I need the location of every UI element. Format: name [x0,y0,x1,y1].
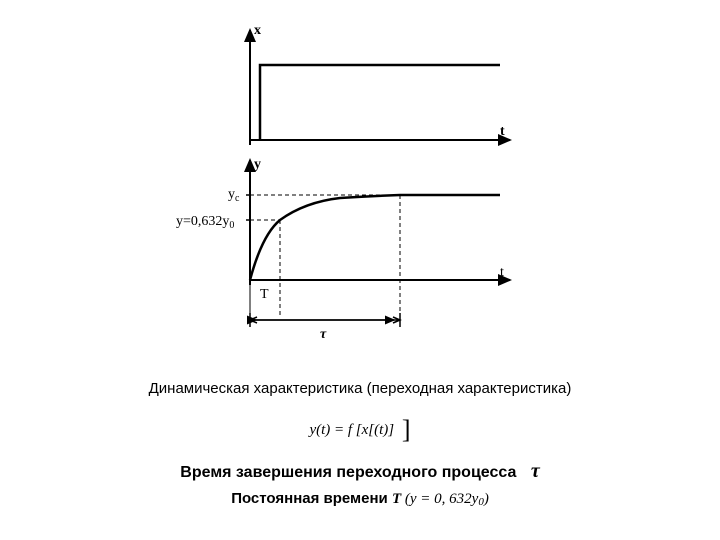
const-close: ) [484,491,489,507]
y063-label: y=0,632y0 [176,214,234,231]
formula-caption: y(t) = f [x[(t)] ] [0,415,720,445]
const-T: Т [392,491,401,507]
tau-symbol: τ [521,460,540,482]
time-completion-text: Время завершения переходного процесса [180,464,516,481]
bottom-y-label: y [254,157,261,172]
yc-label: yc [228,187,240,204]
const-prefix: Постоянная времени [231,490,392,507]
top-y-label: x [254,23,261,38]
tau-label: τ [320,327,327,342]
formula-bracket: ] [398,415,411,444]
top-t-label: t [500,124,505,139]
const-paren: (y = 0, 632y [401,491,478,507]
formula-text: y(t) = f [x[(t)] [309,422,394,438]
step-input-curve [260,65,500,140]
time-constant-caption: Постоянная времени Т (y = 0, 632y0) [0,490,720,508]
time-completion-caption: Время завершения переходного процесса τ [0,460,720,483]
bottom-t-label: t [500,265,504,280]
title-caption: Динамическая характеристика (переходная … [0,380,720,397]
T-label: T [260,287,269,302]
dynamic-characteristic-chart: x t y t yc y=0,632y0 [170,20,550,365]
response-curve [250,195,500,280]
chart-svg: x t y t yc y=0,632y0 [170,20,550,360]
